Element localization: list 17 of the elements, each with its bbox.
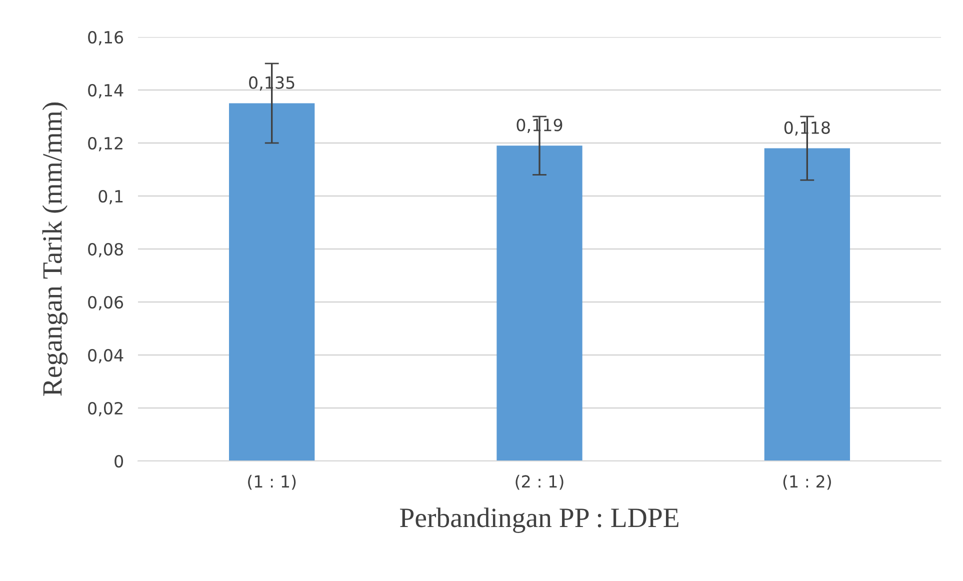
y-tick-label: 0,08: [88, 242, 123, 258]
y-tick-label: 0: [114, 454, 124, 468]
y-tick-label: 0,06: [88, 296, 124, 310]
y-tick-label: 0,02: [88, 402, 122, 416]
bar: [229, 103, 315, 461]
x-tick-label: (2 : 1): [516, 474, 564, 490]
y-tick-label: 0,1: [98, 190, 123, 204]
bar: [764, 148, 850, 461]
y-tick-label: 0,04: [88, 348, 124, 364]
y-tick-label: 0,14: [88, 84, 124, 98]
x-tick-label: (1 : 1): [248, 474, 296, 490]
y-tick-label: 0,12: [88, 136, 122, 152]
bar: [496, 146, 582, 461]
x-tick-label: (1 : 2): [783, 474, 831, 490]
y-tick-label: 0,16: [88, 30, 124, 46]
y-axis-title: Regangan Tarik (mm/mm): [42, 102, 68, 396]
x-axis-title: Perbandingan PP : LDPE: [400, 508, 678, 533]
